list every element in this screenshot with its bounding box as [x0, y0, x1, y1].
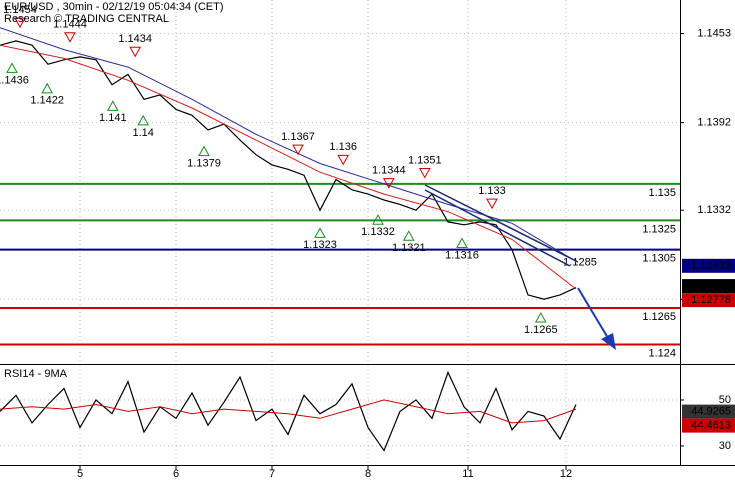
- last-value-label: 1.12939: [691, 260, 731, 272]
- chart-subtitle: Research © TRADING CENTRAL: [4, 13, 169, 25]
- resistance-marker: [292, 144, 304, 156]
- x-tick-label: 8: [365, 468, 371, 480]
- y-tick-label: 30: [719, 440, 731, 452]
- support-label: 1.1436: [0, 74, 29, 86]
- resistance-label: 1.1434: [118, 33, 152, 45]
- y-tick-label: 1.1453: [697, 27, 731, 39]
- x-tick-label: 7: [269, 468, 275, 480]
- arrow-head: [601, 333, 616, 350]
- resistance-label: 1.1344: [372, 165, 406, 177]
- series-line: [0, 370, 577, 452]
- last-value-box: [682, 418, 735, 433]
- resistance-label: 1.1351: [408, 154, 442, 166]
- support-label: 1.1265: [524, 324, 558, 336]
- resistance-label: 1.1367: [281, 131, 315, 143]
- support-marker: [198, 145, 210, 157]
- chart-title: EUR/USD , 30min - 02/12/19 05:04:34 (CET…: [4, 1, 223, 13]
- resistance-marker: [129, 46, 142, 58]
- trend-line: [424, 189, 571, 267]
- last-value-box: [682, 279, 735, 294]
- support-marker: [534, 311, 547, 323]
- level-label: 1.135: [648, 187, 676, 199]
- resistance-marker: [382, 178, 395, 189]
- support-marker: [137, 114, 150, 126]
- resistance-marker: [14, 17, 26, 29]
- resistance-marker: [64, 32, 76, 43]
- last-value-label: 1.128: [703, 280, 731, 292]
- last-value-box: [682, 258, 735, 273]
- support-marker: [6, 62, 18, 73]
- trend-line: [424, 184, 579, 263]
- level-label: 1.1305: [642, 253, 676, 265]
- y-tick-label: 50: [719, 394, 731, 406]
- support-marker: [456, 237, 468, 249]
- support-label: 1.1321: [392, 242, 426, 254]
- x-tick-label: 11: [462, 468, 473, 480]
- resistance-label: 1.133: [478, 185, 506, 197]
- support-label: 1.1332: [361, 226, 395, 238]
- last-value-label: 1.12778: [691, 294, 731, 306]
- x-tick-label: 6: [173, 468, 179, 480]
- support-label: 1.141: [99, 112, 127, 124]
- last-value-box: [682, 293, 735, 308]
- support-marker: [106, 100, 119, 111]
- support-marker: [314, 227, 326, 238]
- rsi-title: RSI14 - 9MA: [4, 368, 68, 380]
- x-tick-label: 5: [77, 468, 83, 480]
- level-label: 1.1325: [642, 223, 676, 235]
- support-label: 1.1316: [445, 249, 479, 261]
- price-label: 1.1285: [563, 257, 597, 269]
- series-line: [0, 27, 577, 262]
- projection-arrow: [577, 287, 609, 339]
- resistance-label: 1.1454: [3, 4, 37, 16]
- level-label: 1.124: [648, 347, 676, 359]
- x-tick-label: 12: [560, 468, 572, 480]
- series-line: [0, 44, 577, 290]
- resistance-label: 1.1444: [53, 19, 87, 31]
- last-value-box: [682, 404, 735, 419]
- support-label: 1.1422: [30, 95, 64, 107]
- resistance-marker: [337, 154, 350, 166]
- support-label: 1.1323: [303, 239, 337, 251]
- series-line: [0, 40, 577, 300]
- support-label: 1.14: [132, 127, 153, 139]
- level-label: 1.1265: [642, 311, 676, 323]
- y-tick-label: 1.1332: [697, 204, 731, 216]
- support-marker: [402, 230, 415, 241]
- support-marker: [372, 214, 384, 225]
- support-marker: [41, 82, 54, 94]
- resistance-marker: [418, 167, 431, 179]
- series-line: [0, 399, 577, 424]
- last-value-label: 44.9265: [691, 406, 731, 418]
- y-tick-label: 1.1392: [697, 117, 731, 129]
- resistance-label: 1.136: [329, 141, 357, 153]
- last-value-label: 44.4613: [691, 420, 731, 432]
- resistance-marker: [486, 198, 498, 210]
- support-label: 1.1379: [187, 157, 221, 169]
